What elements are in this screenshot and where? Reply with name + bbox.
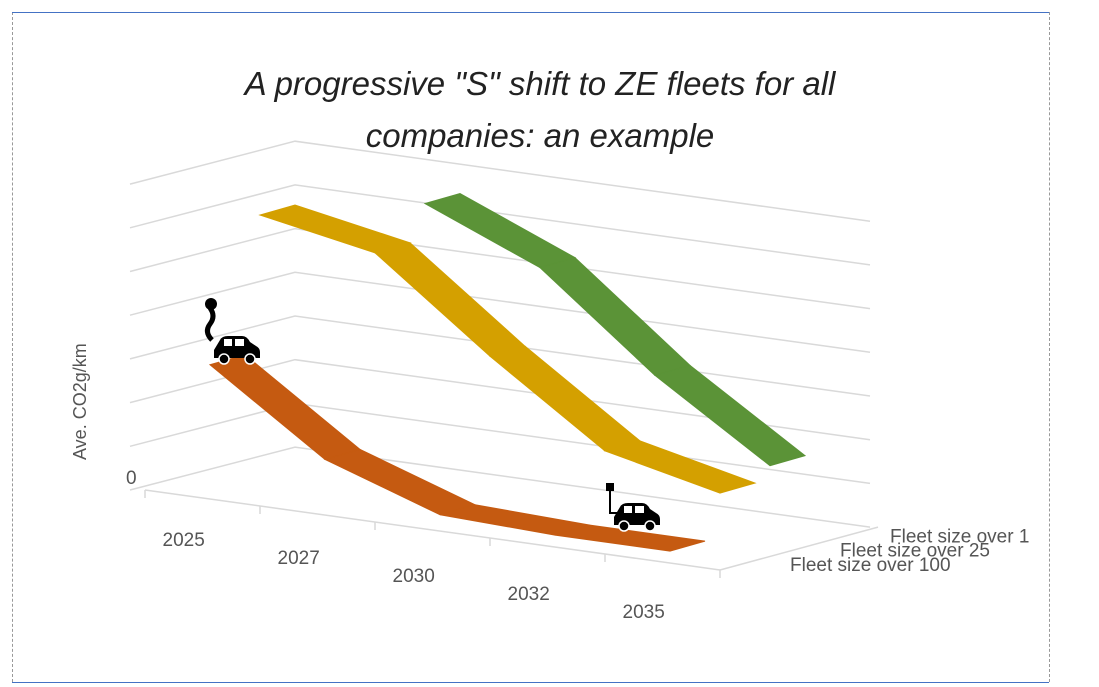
series-segment-fleet-size-over-25 [488, 345, 642, 452]
y-axis-label: Ave. CO2g/km [70, 343, 90, 460]
car-window [635, 506, 644, 513]
car-window [624, 506, 632, 513]
x-tick-2030: 2030 [393, 566, 435, 587]
chart-frame [12, 12, 1050, 682]
x-tick-2027: 2027 [278, 548, 320, 569]
annotation-icons [204, 298, 660, 532]
smoke-puff [205, 298, 217, 310]
series-segment-fleet-size-over-100 [323, 448, 477, 516]
depth-label-0: Fleet size over 100 [790, 555, 951, 576]
gridline [129, 184, 871, 266]
series-segment-fleet-size-over-100 [439, 504, 591, 536]
gridline [129, 271, 871, 354]
x-tick-2025: 2025 [163, 530, 205, 551]
car-wheel [244, 353, 256, 365]
y-tick-0: 0 [126, 468, 137, 489]
gridline [129, 358, 871, 441]
top-border [12, 12, 1049, 13]
x-tick-2032: 2032 [508, 584, 550, 605]
depth-label-1: Fleet size over 25 [840, 541, 990, 562]
car-wheel [644, 520, 656, 532]
series-segment-fleet-size-over-1 [539, 257, 691, 376]
polluting-car-icon [204, 298, 260, 365]
category-axis-line [144, 489, 721, 571]
gridline [129, 140, 871, 222]
series-segment-fleet-size-over-25 [603, 440, 757, 494]
depth-axis-line [719, 526, 879, 571]
plug-head [606, 483, 614, 491]
series-segment-fleet-size-over-1 [653, 364, 807, 467]
x-tick-2035: 2035 [623, 602, 665, 623]
electric-car-icon [606, 483, 660, 532]
exhaust-smoke [204, 306, 216, 342]
series-segment-fleet-size-over-100 [554, 524, 706, 552]
bottom-border [12, 682, 1049, 683]
series-segment-fleet-size-over-25 [373, 242, 527, 357]
car-wheel [618, 520, 630, 532]
gridline [129, 227, 871, 310]
chart-title: A progressive "S" shift to ZE fleets for… [244, 65, 836, 154]
car-window [224, 339, 232, 346]
series-segment-fleet-size-over-100 [208, 354, 362, 460]
car-window [235, 339, 244, 346]
car-wheel [218, 353, 230, 365]
depth-label-2: Fleet size over 1 [890, 526, 1029, 547]
gridline [129, 446, 871, 528]
plug-cable [609, 491, 618, 514]
series-ribbons [208, 193, 807, 552]
series-segment-fleet-size-over-25 [258, 204, 412, 254]
